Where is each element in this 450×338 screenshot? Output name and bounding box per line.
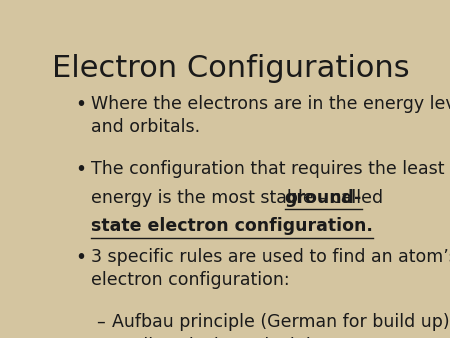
Text: •: •: [76, 95, 86, 114]
Text: Electron Configurations: Electron Configurations: [52, 54, 410, 82]
Text: Aufbau principle (German for build up): Aufbau principle (German for build up): [112, 313, 450, 331]
Text: energy is the most stable - called: energy is the most stable - called: [91, 189, 389, 207]
Text: ground-: ground-: [285, 189, 362, 207]
Text: •: •: [76, 160, 86, 179]
Text: –: –: [96, 337, 105, 338]
Text: 3 specific rules are used to find an atom’s
electron configuration:: 3 specific rules are used to find an ato…: [91, 248, 450, 289]
Text: The configuration that requires the least: The configuration that requires the leas…: [91, 160, 445, 178]
Text: state electron configuration.: state electron configuration.: [91, 217, 373, 236]
Text: Pauli exclusion principle: Pauli exclusion principle: [112, 337, 322, 338]
Text: –: –: [96, 313, 105, 331]
Text: •: •: [76, 248, 86, 267]
Text: Where the electrons are in the energy levels
and orbitals.: Where the electrons are in the energy le…: [91, 95, 450, 136]
